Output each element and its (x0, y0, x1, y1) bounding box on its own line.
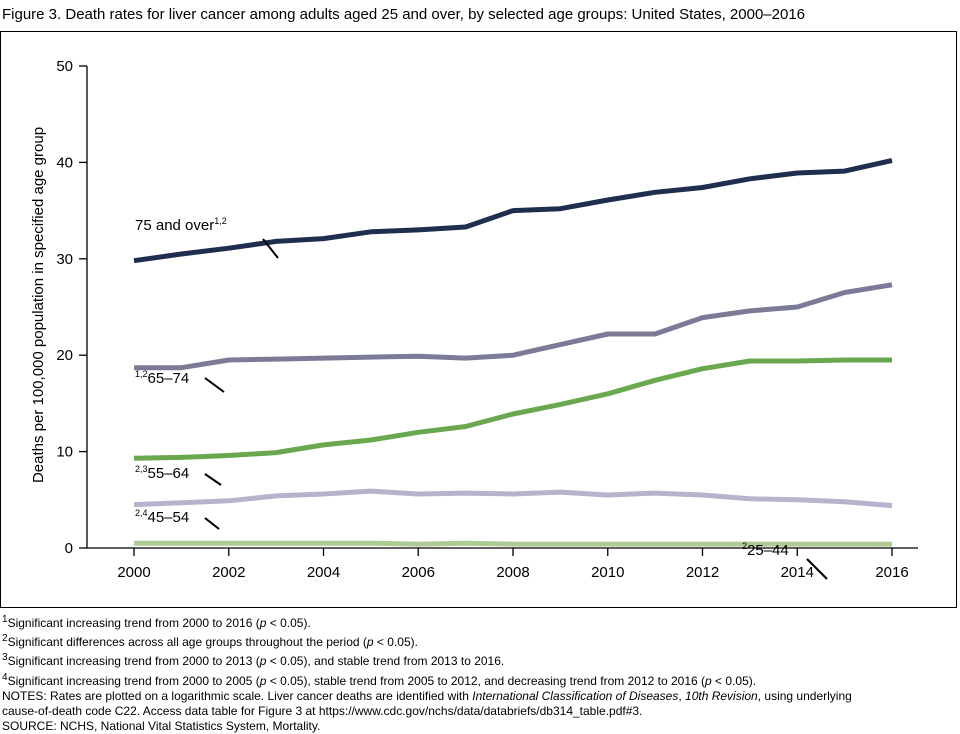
footnote-1: 1Significant increasing trend from 2000 … (2, 614, 311, 630)
line-chart: 0 10 20 30 40 50 2000 2002 2004 2006 2008 2010 2012 2… (30, 58, 918, 581)
series-label-superscript: 2 (742, 541, 747, 551)
x-tick-label: 2008 (496, 564, 529, 581)
x-tick-label: 2016 (875, 564, 908, 581)
y-tick-label: 20 (56, 347, 73, 364)
x-tick-label: 2014 (781, 564, 814, 581)
series-label-superscript: 2,4 (135, 508, 148, 518)
x-tick-label: 2012 (686, 564, 719, 581)
series-label-superscript: 2,3 (135, 464, 148, 474)
series-label-leader (204, 517, 220, 530)
series-line-0 (133, 158, 893, 264)
x-tick-label: 2004 (307, 564, 340, 581)
series-label-3: 2,445–54 (135, 508, 189, 526)
series-label-name: 25–44 (747, 542, 789, 559)
series-label-leader (204, 473, 222, 486)
x-tick-label: 2002 (212, 564, 245, 581)
series-label-name: 75 and over (135, 217, 214, 234)
series-line-2 (133, 357, 892, 461)
source-text: SOURCE: NCHS, National Vital Statistics … (2, 719, 321, 734)
series-label-superscript: 1,2 (135, 369, 148, 379)
series-line-4 (134, 540, 892, 547)
series-label-superscript: 1,2 (214, 216, 227, 226)
notes-text-continued: cause-of-death code C22. Access data tab… (2, 704, 643, 719)
x-tick-label: 2000 (117, 564, 150, 581)
x-tick-label: 2006 (402, 564, 435, 581)
series-label-name: 65–74 (148, 370, 190, 387)
x-tick-label: 2010 (591, 564, 624, 581)
y-tick-label: 0 (65, 540, 73, 557)
series-label-1: 1,265–74 (135, 369, 189, 387)
series-label-name: 45–54 (148, 509, 190, 526)
y-tick-label: 40 (56, 154, 73, 171)
y-tick-label: 10 (56, 444, 73, 461)
footnote-3: 3Significant increasing trend from 2000 … (2, 652, 505, 669)
series-label-leader (262, 238, 279, 259)
series-label-leader (806, 558, 828, 580)
series-label-2: 2,355–64 (135, 464, 189, 482)
series-line-1 (134, 282, 893, 371)
series-label-leader (204, 377, 225, 393)
series-label-0: 75 and over1,2 (135, 216, 227, 234)
footnote-2: 2Significant differences across all age … (2, 633, 418, 650)
y-tick-label: 50 (56, 58, 73, 75)
series-label-4: 225–44 (742, 541, 789, 559)
footnote-4: 4Significant increasing trend from 2000 … (2, 671, 757, 688)
y-tick-label: 30 (56, 251, 73, 268)
figure-title: Figure 3. Death rates for liver cancer a… (2, 6, 806, 23)
y-axis-label: Deaths per 100,000 population in specifi… (30, 127, 47, 483)
chart-frame: 0 10 20 30 40 50 2000 2002 2004 2006 2008 2010 2012 2… (0, 31, 957, 608)
series-label-name: 55–64 (148, 465, 190, 482)
series-line-3 (133, 488, 893, 509)
footnotes: 1Significant increasing trend from 2000 … (2, 612, 954, 734)
notes-text: NOTES: Rates are plotted on a logarithmi… (2, 688, 852, 703)
